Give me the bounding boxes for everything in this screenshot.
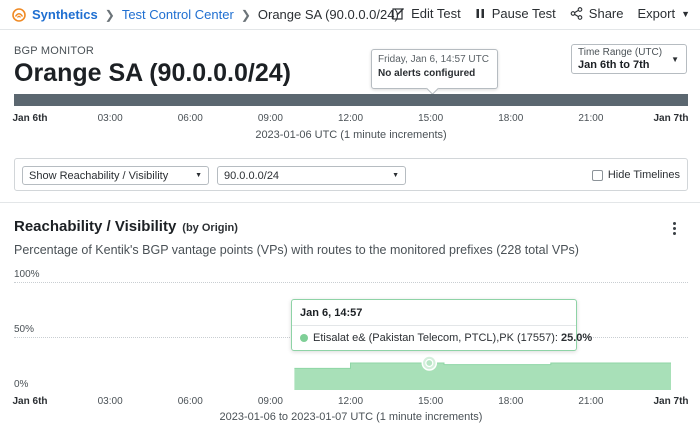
header-actions: Edit Test Pause Test Share Export ▼: [378, 6, 690, 21]
y-tick-label: 50%: [14, 324, 35, 335]
series-color-dot: [300, 334, 308, 342]
hide-timelines-checkbox[interactable]: [591, 169, 603, 181]
pause-test-label: Pause Test: [491, 6, 556, 21]
chart-x-tick-label: Jan 7th: [653, 396, 689, 407]
chart-caption: 2023-01-06 to 2023-01-07 UTC (1 minute i…: [219, 411, 483, 423]
section-title: Reachability / Visibility (by Origin): [14, 218, 238, 235]
caret-down-icon: ▼: [195, 172, 202, 179]
breadcrumb-current: Orange SA (90.0.0.0/24): [257, 7, 399, 22]
synthetics-logo-icon: [12, 7, 26, 22]
y-tick-label: 100%: [14, 269, 40, 280]
section-description: Percentage of Kentik's BGP vantage point…: [14, 243, 579, 257]
chart-x-tick-label: 15:00: [418, 396, 444, 407]
timeline-tick-label: Jan 6th: [12, 113, 48, 124]
tooltip-date: Friday, Jan 6, 14:57 UTC: [378, 54, 489, 65]
chevron-right-icon: ❯: [104, 7, 115, 22]
section-subtitle: (by Origin): [182, 222, 238, 234]
share-label: Share: [588, 6, 624, 21]
prefix-select[interactable]: 90.0.0.0/24 ▼: [217, 166, 406, 185]
share-icon: [570, 7, 583, 20]
chart-x-tick-label: 03:00: [97, 396, 123, 407]
chart-x-tick-label: Jan 6th: [12, 396, 48, 407]
timeline-tick-label: 15:00: [418, 113, 444, 124]
breadcrumb-test-control-center[interactable]: Test Control Center: [121, 7, 234, 22]
monitor-type-label: BGP MONITOR: [14, 45, 95, 57]
timeline-tick-label: 06:00: [177, 113, 203, 124]
top-navigation-bar: Synthetics ❯ Test Control Center ❯ Orang…: [0, 0, 700, 30]
timeline-tick-label: 18:00: [498, 113, 524, 124]
chart-x-tick-label: 09:00: [257, 396, 283, 407]
caret-down-icon: ▼: [671, 55, 679, 64]
chevron-right-icon: ❯: [240, 7, 251, 22]
hover-marker-point: [425, 358, 434, 368]
chart-x-tick-label: 06:00: [177, 396, 203, 407]
chart-tooltip-time: Jan 6, 14:57: [300, 307, 363, 319]
time-range-value: Jan 6th to 7th: [578, 59, 650, 71]
y-tick-label: 0%: [14, 379, 29, 390]
time-range-selector[interactable]: Time Range (UTC) Jan 6th to 7th ▼: [571, 44, 687, 74]
prefix-select-value: 90.0.0.0/24: [224, 170, 280, 182]
chart-x-tick-label: 21:00: [578, 396, 604, 407]
breadcrumb-synthetics[interactable]: Synthetics: [32, 7, 98, 22]
chart-tooltip-series: Etisalat e& (Pakistan Telecom, PTCL),PK …: [313, 332, 558, 344]
timeline-hover-tooltip: Friday, Jan 6, 14:57 UTC No alerts confi…: [371, 49, 498, 89]
timeline-tick-label: 12:00: [337, 113, 364, 124]
view-select[interactable]: Show Reachability / Visibility ▼: [22, 166, 209, 185]
export-button[interactable]: Export ▼: [638, 6, 691, 21]
edit-test-button[interactable]: Edit Test: [392, 6, 461, 21]
chart-x-tick-label: 18:00: [498, 396, 524, 407]
more-options-icon[interactable]: [670, 222, 678, 238]
timeline-tick-label: 03:00: [97, 113, 123, 124]
chart-hover-tooltip: Jan 6, 14:57 Etisalat e& (Pakistan Telec…: [291, 299, 592, 351]
pause-test-button[interactable]: Pause Test: [475, 6, 556, 21]
chart-x-tick-label: 12:00: [337, 396, 364, 407]
chart-tooltip-divider: [292, 325, 576, 326]
share-button[interactable]: Share: [570, 6, 624, 21]
timeline-tick-label: Jan 7th: [653, 113, 689, 124]
timeline-caption: 2023-01-06 UTC (1 minute increments): [255, 129, 447, 141]
chart-tooltip-value: 25.0%: [560, 332, 593, 344]
hide-timelines-label: Hide Timelines: [607, 169, 680, 181]
series-line: [294, 362, 671, 369]
alert-timeline-bar[interactable]: [14, 94, 688, 106]
view-select-value: Show Reachability / Visibility: [29, 170, 169, 182]
hide-timelines-toggle[interactable]: Hide Timelines: [591, 169, 680, 181]
caret-down-icon: ▼: [681, 8, 690, 19]
tooltip-alert-status: No alerts configured: [378, 68, 476, 79]
gridline: [14, 282, 688, 283]
page-title: Orange SA (90.0.0.0/24): [14, 59, 291, 87]
timeline-tick-label: 09:00: [257, 113, 283, 124]
time-range-label: Time Range (UTC): [578, 47, 663, 58]
caret-down-icon: ▼: [392, 172, 399, 179]
filter-panel: Show Reachability / Visibility ▼ 90.0.0.…: [14, 158, 688, 191]
series-area[interactable]: [294, 363, 671, 390]
edit-icon: [392, 8, 405, 20]
edit-test-label: Edit Test: [411, 6, 461, 21]
breadcrumb: Synthetics ❯ Test Control Center ❯ Orang…: [12, 7, 399, 22]
chart-tooltip-row: Etisalat e& (Pakistan Telecom, PTCL),PK …: [300, 332, 592, 344]
pause-icon: [476, 9, 484, 18]
section-title-text: Reachability / Visibility: [14, 218, 177, 235]
section-divider: [0, 202, 700, 203]
reachability-chart[interactable]: [0, 270, 700, 395]
export-label: Export: [637, 6, 676, 21]
timeline-tick-label: 21:00: [578, 113, 604, 124]
